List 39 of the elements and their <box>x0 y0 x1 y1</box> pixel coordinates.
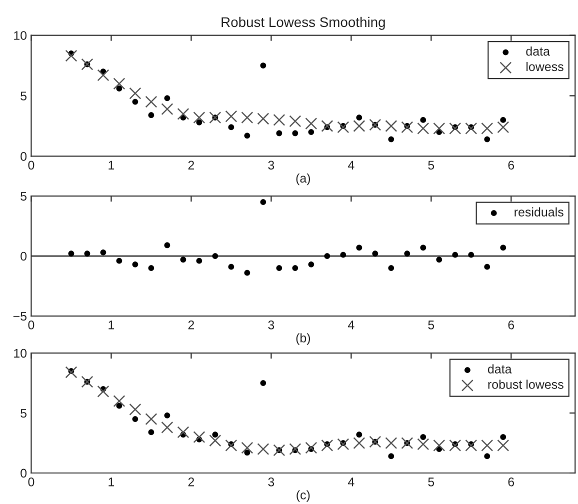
x-tick-label: 1 <box>108 320 114 330</box>
x-tick-label: 3 <box>268 478 274 486</box>
x-tick-label: 0 <box>28 478 34 486</box>
x-tick-label: 2 <box>188 478 194 486</box>
x-tick-label: 2 <box>188 160 194 170</box>
x-axis-title: (b) <box>296 333 310 345</box>
x-tick-label: 6 <box>508 160 514 170</box>
x-axis-title: (c) <box>296 490 310 502</box>
legend-label: lowess <box>526 62 564 72</box>
legend-label: data <box>526 46 550 56</box>
x-tick-label: 5 <box>428 320 434 330</box>
x-tick-label: 6 <box>508 320 514 330</box>
x-tick-label: 5 <box>428 478 434 486</box>
x-tick-label: 0 <box>28 160 34 170</box>
x-tick-label: 1 <box>108 160 114 170</box>
x-tick-label: 1 <box>108 478 114 486</box>
legend-label: data <box>488 364 512 374</box>
y-tick-label: 5 <box>20 192 27 201</box>
y-tick-label: 10 <box>14 348 27 358</box>
x-tick-label: 2 <box>188 320 194 330</box>
x-tick-label: 5 <box>428 160 434 170</box>
x-tick-label: 4 <box>348 478 354 486</box>
x-tick-label: 3 <box>268 320 274 330</box>
y-tick-label: −5 <box>13 312 27 321</box>
x-tick-label: 3 <box>268 160 274 170</box>
y-tick-label: 5 <box>20 92 27 100</box>
x-tick-label: 4 <box>348 320 354 330</box>
x-axis-title: (a) <box>296 173 310 186</box>
x-tick-label: 4 <box>348 160 354 170</box>
y-tick-label: 10 <box>14 31 27 40</box>
y-tick-label: 5 <box>20 408 27 418</box>
x-tick-label: 6 <box>508 478 514 486</box>
chart-title: Robust Lowess Smoothing <box>222 16 385 30</box>
y-tick-label: 0 <box>20 152 27 161</box>
legend-label: residuals <box>514 207 564 216</box>
legend-label: robust lowess <box>488 380 564 389</box>
x-tick-label: 0 <box>28 320 34 330</box>
y-tick-label: 0 <box>20 252 27 261</box>
y-tick-label: 0 <box>20 468 27 478</box>
